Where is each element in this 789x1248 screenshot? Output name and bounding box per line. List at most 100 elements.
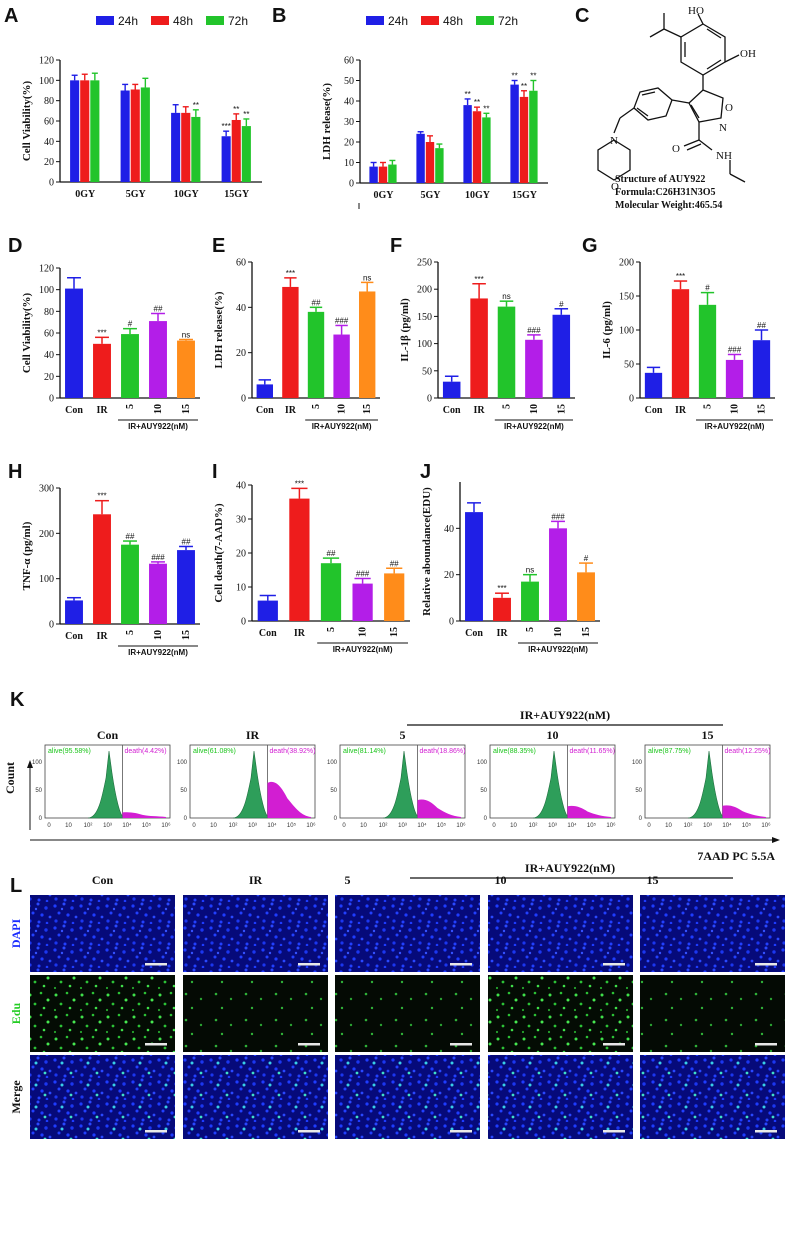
atom-o: O	[725, 102, 733, 114]
significance-label: ***	[97, 328, 106, 337]
bond-isoxazole-phenyl	[671, 99, 690, 104]
flow-death-label: death(11.65%)	[570, 748, 615, 755]
significance-label: ##	[154, 305, 163, 314]
micro-row-label: Edu	[9, 1003, 23, 1025]
flow-alive-label: alive(95.58%)	[48, 748, 91, 755]
atom-nh: NH	[716, 150, 732, 162]
y-axis-label: Cell Viability(%)	[21, 292, 33, 373]
scale-bar	[298, 963, 320, 966]
significance-label: ##	[182, 537, 191, 546]
micro-image-edu	[183, 975, 328, 1052]
scale-bar	[603, 963, 625, 966]
bar	[80, 80, 90, 182]
y-tick-label: 300	[39, 484, 54, 495]
scale-bar	[450, 1130, 472, 1133]
x-category-label: 5	[311, 404, 322, 409]
x-category-label: 15GY	[224, 189, 250, 200]
x-category-label: 10	[730, 404, 741, 414]
chart-e-ldh-release: 0 20 40 60 LDH release(%) Con *** IR ## 5 ### 10 ns 1…	[213, 258, 380, 431]
micro-image-edu	[640, 975, 785, 1052]
bar	[221, 136, 231, 182]
y-tick-label: 200	[417, 285, 432, 296]
legend-swatch	[366, 16, 384, 25]
y-tick-label: 40	[444, 524, 454, 535]
flow-y-tick: 0	[639, 816, 643, 822]
y-tick-label: 60	[44, 329, 54, 340]
flow-x-tick: 10²	[84, 823, 93, 829]
significance-label: **	[233, 105, 239, 114]
y-axis-label: Relative aboundance(EDU)	[421, 487, 433, 616]
ring-double-bond	[706, 28, 722, 39]
micro-image-dapi	[488, 895, 633, 972]
flow-alive-peak	[87, 750, 123, 819]
chart-a-cell-viability: 0 20 40 60 80 100 120 Cell Viability(%) 0GY 5GY 10…	[21, 14, 262, 200]
bar	[472, 111, 482, 183]
y-tick-label: 40	[236, 481, 246, 492]
significance-label: #	[559, 300, 564, 309]
flow-x-tick: 10⁴	[122, 822, 132, 829]
significance-label: ###	[356, 570, 370, 579]
bond-co	[683, 139, 700, 147]
x-category-label: Con	[65, 631, 83, 642]
x-category-label: IR	[496, 628, 508, 639]
significance-label: **	[521, 82, 527, 91]
significance-label: ***	[676, 272, 685, 281]
y-tick-label: 20	[44, 157, 54, 168]
significance-label: ns	[502, 292, 510, 301]
flow-y-tick: 0	[39, 816, 43, 822]
flow-x-tick: 10⁵	[742, 822, 752, 829]
flow-death-region	[567, 805, 611, 818]
bar	[644, 372, 663, 398]
flow-alive-label: alive(61.08%)	[193, 748, 236, 755]
flow-x-tick: 10²	[379, 823, 388, 829]
flow-x-tick: 10	[360, 823, 367, 829]
y-tick-label: 30	[344, 117, 354, 128]
flow-group-header: IR+AUY922(nM)	[520, 708, 610, 722]
flow-x-tick: 10⁴	[567, 822, 577, 829]
y-tick-label: 200	[619, 258, 634, 269]
bar	[497, 306, 516, 398]
significance-label: **	[511, 72, 517, 81]
bar	[333, 334, 350, 398]
chart-h-tnfa: 0 100 200 300 TNF-α (pg/ml) Con *** IR ## 5 ### 10 #…	[21, 484, 200, 657]
flow-x-tick: 10⁶	[161, 822, 171, 829]
significance-label: ##	[390, 559, 399, 568]
flow-x-tick: 10⁵	[587, 822, 597, 829]
micro-column-title: 5	[345, 873, 351, 887]
x-category-label: 5	[525, 627, 536, 632]
x-category-label: 10	[153, 630, 164, 640]
x-category-label: IR	[675, 405, 687, 416]
flow-x-tick: 0	[192, 823, 196, 829]
significance-label: ###	[527, 326, 541, 335]
scale-bar	[755, 1043, 777, 1046]
flow-x-arrowhead	[772, 837, 780, 843]
x-category-label: 5GY	[421, 190, 442, 201]
bar	[725, 359, 744, 398]
y-tick-label: 0	[629, 394, 634, 405]
bar	[378, 166, 388, 183]
flow-histogram-4: 15 0 50 100 0 10 10² 10³ 10⁴ 10⁵ 10⁶ alive(87.75%) d…	[632, 728, 771, 829]
x-category-label: 15	[181, 630, 192, 640]
bar	[482, 117, 491, 183]
x-category-label: 5	[125, 404, 136, 409]
atom-ho: HO	[688, 5, 704, 17]
y-tick-label: 150	[417, 312, 432, 323]
legend-swatch	[476, 16, 494, 25]
micro-image-dapi	[183, 895, 328, 972]
flow-x-tick: 0	[342, 823, 346, 829]
panel-letter-e: E	[212, 235, 225, 257]
flow-death-label: death(12.25%)	[725, 748, 771, 755]
flow-panel-title: Con	[97, 728, 119, 742]
significance-label: **	[483, 104, 489, 113]
bar	[177, 550, 195, 624]
flow-panel-title: 15	[702, 728, 714, 742]
micro-image-merge	[183, 1055, 328, 1139]
y-tick-label: 250	[417, 258, 432, 269]
flow-x-tick: 10⁴	[267, 822, 277, 829]
flow-death-region	[267, 781, 311, 818]
legend-label: 72h	[228, 14, 248, 28]
y-axis-label: LDH release(%)	[321, 83, 333, 160]
